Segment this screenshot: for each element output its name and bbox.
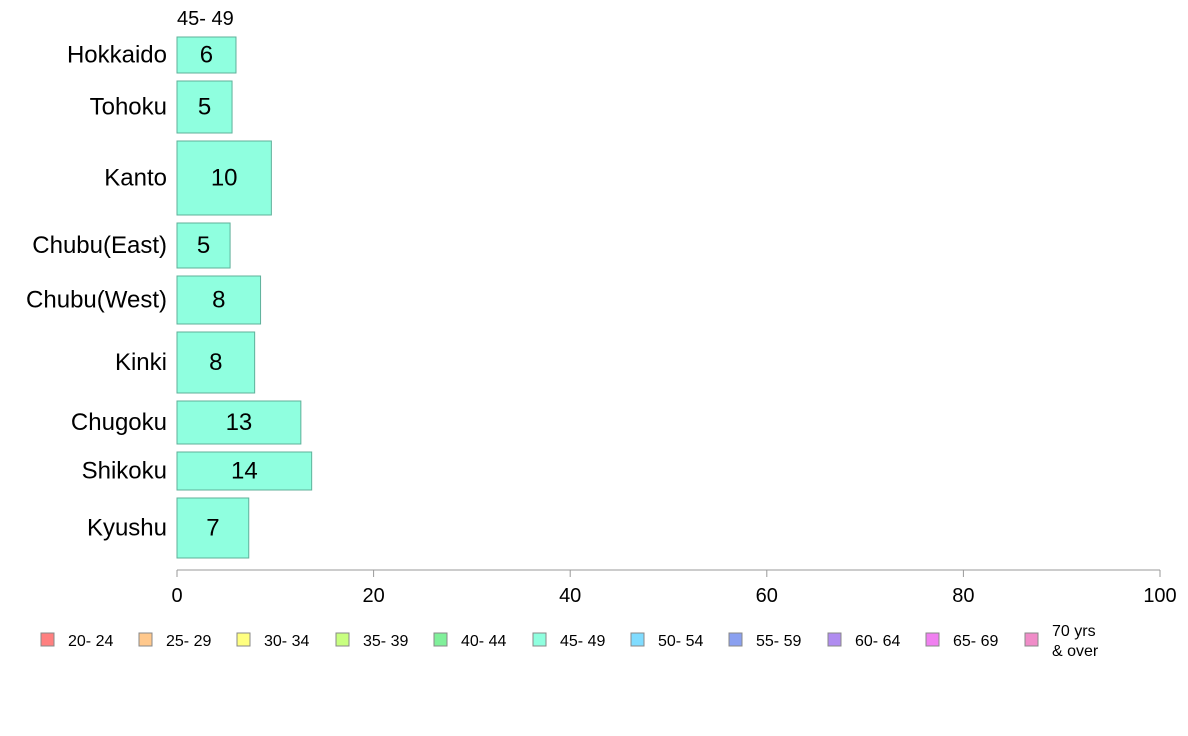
- bars-group: 6 5 10 5 8 8 13 14 7: [176, 36, 313, 559]
- bar-kinki: [176, 331, 256, 394]
- x-tick-label: 0: [171, 585, 182, 607]
- bar-kanto: [176, 140, 272, 216]
- legend-swatch: [138, 632, 153, 647]
- legend-label: 65- 69: [953, 633, 998, 650]
- legend-label: 50- 54: [658, 633, 703, 650]
- legend-label: 45- 49: [560, 633, 605, 650]
- legend-label: 40- 44: [461, 633, 506, 650]
- legend-swatch: [40, 632, 55, 647]
- legend: 20- 24 25- 29 30- 34 35- 39 40- 44 45- 49 50- …: [40, 623, 1099, 660]
- x-tick-label: 100: [1143, 585, 1176, 607]
- category-label: Kinki: [115, 349, 167, 376]
- bar-value-label: 6: [200, 42, 213, 69]
- bar-tohoku: [176, 80, 233, 134]
- category-label: Kanto: [104, 165, 167, 192]
- bar-value-label: 5: [198, 94, 211, 121]
- legend-swatch: [236, 632, 251, 647]
- category-label: Shikoku: [82, 458, 167, 485]
- legend-label: 25- 29: [166, 633, 211, 650]
- category-labels: Hokkaido Tohoku Kanto Chubu(East) Chubu(West…: [26, 42, 167, 542]
- legend-label: 60- 64: [855, 633, 900, 650]
- legend-swatch: [728, 632, 743, 647]
- legend-label: 20- 24: [68, 633, 113, 650]
- bar-value-label: 7: [206, 515, 219, 542]
- legend-swatch: [335, 632, 350, 647]
- legend-swatch: [1024, 632, 1039, 647]
- legend-label: 70 yrs & over: [1052, 623, 1099, 660]
- bar-value-label: 8: [212, 287, 225, 314]
- category-label: Chubu(West): [26, 287, 167, 314]
- x-tick-label: 60: [756, 585, 778, 607]
- bar-value-label: 8: [209, 349, 222, 376]
- series-top-label: 45- 49: [177, 8, 234, 30]
- x-tick-label: 80: [952, 585, 974, 607]
- bar-kyushu: [176, 497, 250, 559]
- legend-swatch: [925, 632, 940, 647]
- legend-swatch: [827, 632, 842, 647]
- bar-chubu-east-: [176, 222, 231, 269]
- category-label: Hokkaido: [67, 42, 167, 69]
- bar-value-label: 13: [226, 409, 253, 436]
- bar-shikoku: [176, 451, 313, 491]
- bar-chubu-west-: [176, 275, 262, 325]
- legend-label: 55- 59: [756, 633, 801, 650]
- bar-value-label: 14: [231, 458, 258, 485]
- bar-value-label: 10: [211, 165, 238, 192]
- x-axis: 0 20 40 60 80 100: [171, 569, 1177, 607]
- legend-label: 30- 34: [264, 633, 309, 650]
- bar-value-label: 5: [197, 232, 210, 259]
- legend-swatch: [532, 632, 547, 647]
- legend-swatch: [630, 632, 645, 647]
- x-tick-label: 20: [362, 585, 384, 607]
- category-label: Kyushu: [87, 515, 167, 542]
- x-tick-label: 40: [559, 585, 581, 607]
- legend-swatch: [433, 632, 448, 647]
- legend-label: 35- 39: [363, 633, 408, 650]
- category-label: Chubu(East): [32, 232, 167, 259]
- bar-chugoku: [176, 400, 302, 445]
- category-label: Chugoku: [71, 409, 167, 436]
- category-label: Tohoku: [90, 94, 167, 121]
- bar-hokkaido: [176, 36, 237, 74]
